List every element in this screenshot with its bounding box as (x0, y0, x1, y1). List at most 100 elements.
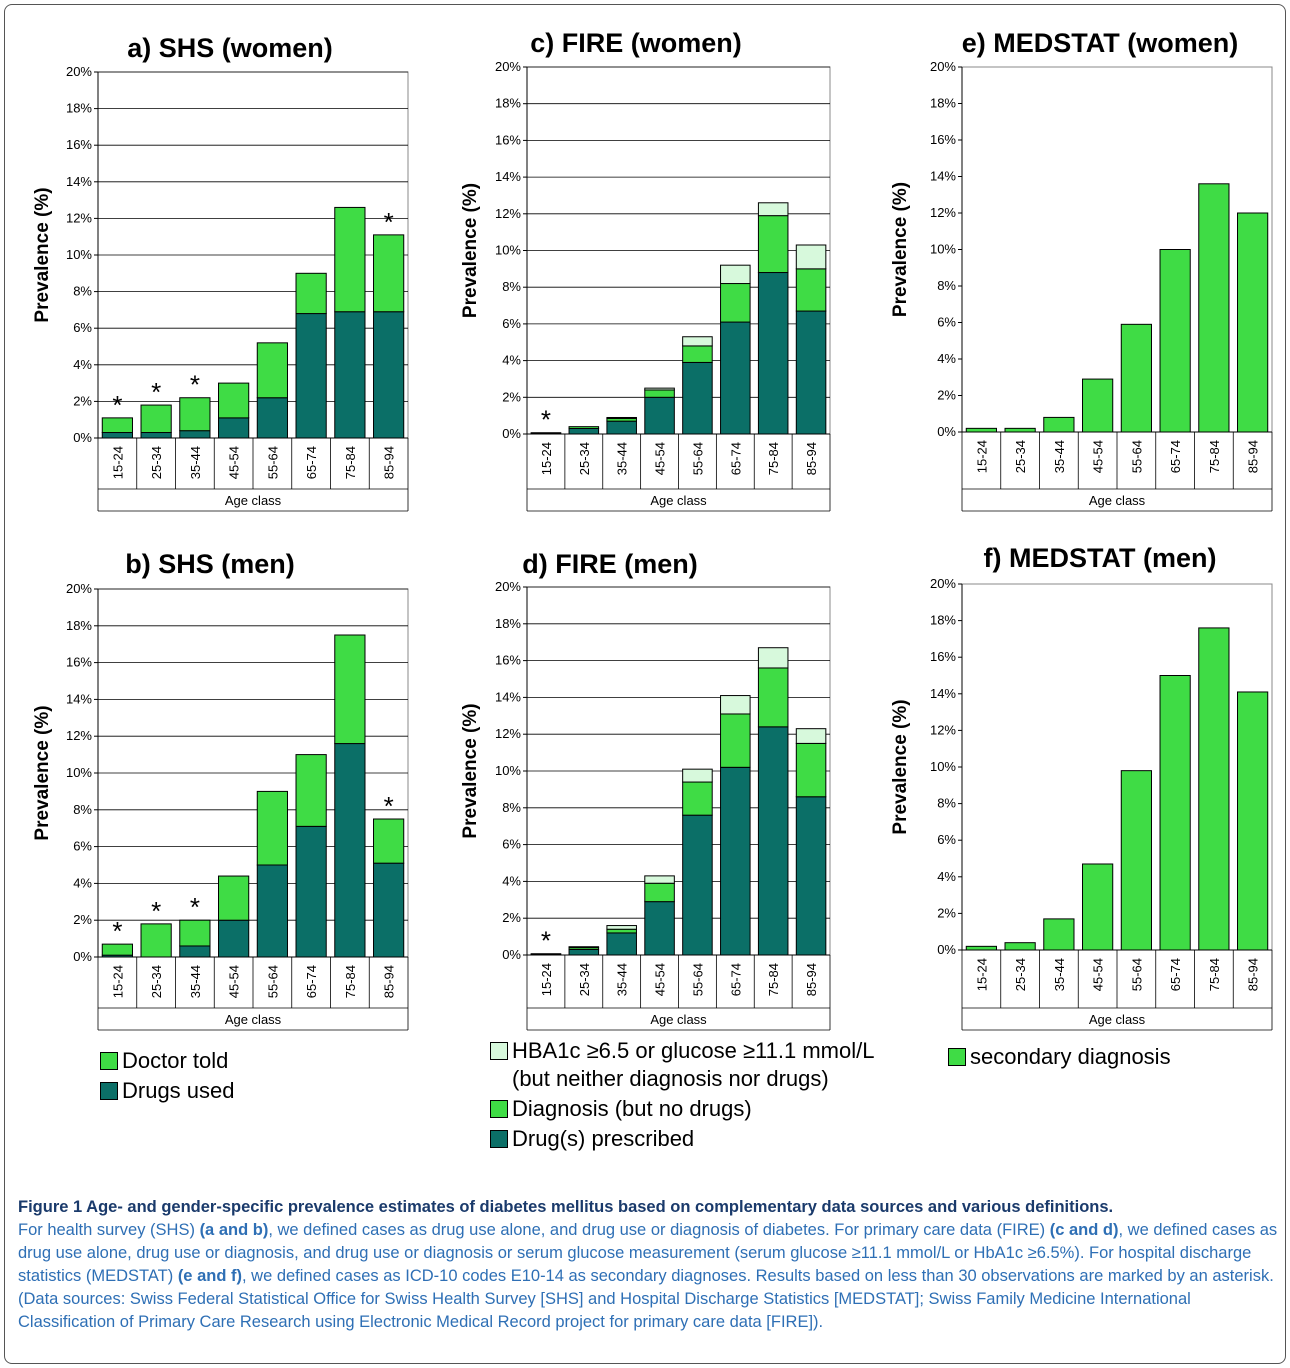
legend-item-hba1c: HBA1c ≥6.5 or glucose ≥11.1 mmol/L (but … (490, 1037, 874, 1093)
legend-item-drugs-used: Drugs used (100, 1077, 235, 1105)
x-tick-label: 65-74 (304, 965, 319, 998)
legend-swatch (490, 1100, 508, 1118)
bar-segment (373, 818, 405, 864)
y-tick-label: 6% (73, 839, 92, 854)
y-tick-label: 2% (502, 910, 521, 925)
bar-segment (530, 953, 562, 955)
x-tick-label: 25-34 (1013, 440, 1028, 473)
bar-segment (682, 814, 713, 956)
legend-fire: HBA1c ≥6.5 or glucose ≥11.1 mmol/L (but … (490, 1037, 874, 1155)
y-tick-label: 6% (937, 832, 956, 847)
bar-segment (1198, 183, 1230, 433)
x-tick-label: 55-64 (690, 442, 705, 475)
x-tick-label: 55-64 (690, 963, 705, 996)
x-tick-label: 45-54 (227, 446, 242, 479)
bar-segment (334, 206, 366, 313)
y-tick-label: 16% (930, 132, 956, 147)
chart-title: b) SHS (men) (125, 549, 295, 579)
caption-ref-ab: (a and b) (199, 1221, 269, 1239)
legend-item-secondary-diagnosis: secondary diagnosis (948, 1043, 1171, 1071)
bar-segment (256, 864, 288, 958)
x-tick-label: 25-34 (149, 965, 164, 998)
x-tick-label: 85-94 (1246, 440, 1261, 473)
bar-segment (1082, 863, 1114, 951)
bar-segment (757, 215, 789, 274)
legend-swatch (100, 1052, 118, 1070)
bar-segment (644, 396, 675, 435)
y-tick-label: 4% (937, 351, 956, 366)
y-tick-label: 20% (495, 59, 521, 74)
y-tick-label: 14% (66, 174, 92, 189)
x-tick-label: 75-84 (766, 442, 781, 475)
x-tick-label: 45-54 (1091, 440, 1106, 473)
x-tick-label: 25-34 (577, 442, 592, 475)
asterisk-marker: * (112, 916, 122, 946)
bar-segment (720, 264, 751, 285)
bar-segment (720, 283, 751, 323)
bar-segment (1237, 691, 1269, 951)
caption-text: , we defined cases as ICD-10 codes E10-1… (18, 1267, 1274, 1331)
bar-segment (1043, 416, 1075, 433)
bar-segment (682, 336, 713, 347)
legend-swatch (490, 1042, 508, 1060)
x-tick-label: 75-84 (343, 446, 358, 479)
x-tick-label: 85-94 (382, 965, 397, 998)
y-tick-label: 0% (502, 426, 521, 441)
bar-segment (644, 882, 675, 903)
x-tick-label: 15-24 (110, 446, 125, 479)
bar-segment (179, 397, 211, 432)
y-tick-label: 0% (937, 942, 956, 957)
bar-segment (795, 796, 827, 956)
chart-title: a) SHS (women) (127, 33, 333, 63)
x-tick-label: 35-44 (615, 963, 630, 996)
bar-segment (373, 234, 405, 313)
x-tick-label: 25-34 (577, 963, 592, 996)
asterisk-marker: * (541, 926, 551, 956)
legend-item-doctor-told: Doctor told (100, 1047, 235, 1075)
bar-segment (1237, 212, 1269, 433)
bar-segment (1120, 770, 1152, 951)
legend-item-drugs-prescribed: Drug(s) prescribed (490, 1125, 874, 1153)
legend-shs: Doctor told Drugs used (100, 1047, 235, 1107)
bar-segment (1159, 675, 1191, 951)
bar-segment (606, 925, 637, 930)
x-tick-label: 75-84 (343, 965, 358, 998)
y-tick-label: 4% (502, 353, 521, 368)
bar-segment (179, 945, 211, 958)
bar-segment (568, 948, 600, 956)
legend-item-diagnosis: Diagnosis (but no drugs) (490, 1095, 874, 1123)
y-tick-label: 16% (495, 653, 521, 668)
y-tick-label: 0% (502, 947, 521, 962)
asterisk-marker: * (541, 405, 551, 435)
legend-label: secondary diagnosis (970, 1044, 1171, 1069)
bar-segment (682, 768, 713, 783)
y-tick-label: 20% (66, 581, 92, 596)
bar-segment (1159, 249, 1191, 433)
x-axis-label: Age class (225, 1012, 282, 1027)
bar-segment (1004, 427, 1036, 433)
y-tick-label: 10% (495, 243, 521, 258)
x-tick-label: 15-24 (110, 965, 125, 998)
y-tick-label: 10% (495, 763, 521, 778)
x-tick-label: 15-24 (539, 963, 554, 996)
caption-ref-cd: (c and d) (1049, 1221, 1119, 1239)
bar-segment (218, 875, 250, 921)
legend-swatch (948, 1048, 966, 1066)
caption-text: For health survey (SHS) (18, 1221, 200, 1239)
asterisk-marker: * (190, 892, 200, 922)
x-tick-label: 35-44 (188, 446, 203, 479)
y-tick-label: 8% (502, 279, 521, 294)
x-tick-label: 65-74 (728, 963, 743, 996)
legend-swatch (490, 1130, 508, 1148)
bar-segment (644, 389, 675, 398)
y-tick-label: 18% (495, 616, 521, 631)
y-tick-label: 18% (930, 613, 956, 628)
asterisk-marker: * (190, 370, 200, 400)
x-tick-label: 35-44 (615, 442, 630, 475)
bar-segment (373, 311, 405, 439)
y-tick-label: 18% (495, 96, 521, 111)
x-tick-label: 25-34 (149, 446, 164, 479)
y-tick-label: 4% (937, 869, 956, 884)
asterisk-marker: * (384, 791, 394, 821)
chart-title: e) MEDSTAT (women) (962, 28, 1239, 58)
